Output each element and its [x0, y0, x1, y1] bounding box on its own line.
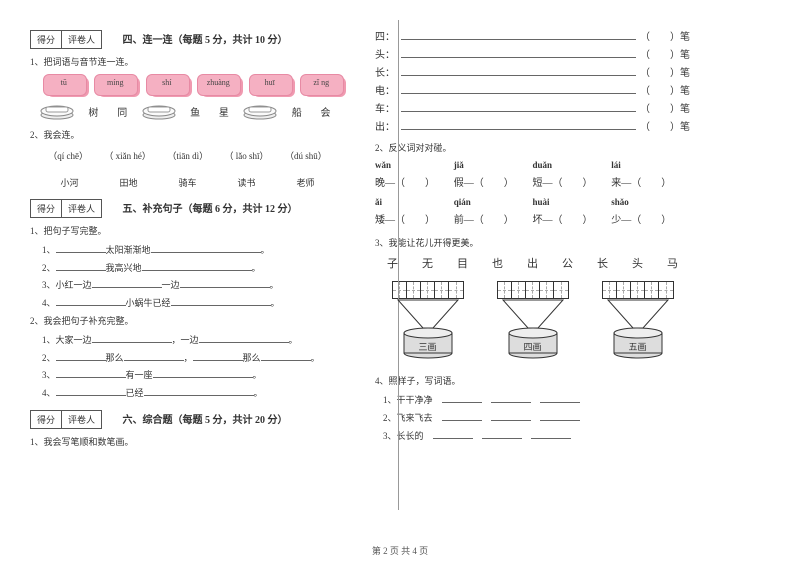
right-column: 四：（ ）笔 头：（ ）笔 长：（ ）笔 电：（ ）笔 车：（ ）笔 出：（ ）…: [360, 0, 720, 565]
section-4-header: 得分 评卷人 四、连一连（每题 5 分，共计 10 分）: [30, 30, 345, 49]
flower-3: 五画: [602, 281, 674, 362]
char-row: 子 无 目 也 出 公 长 头 马: [375, 255, 690, 271]
s4-q1: 1、把词语与音节连一连。: [30, 55, 345, 68]
stroke-row: 电：（ ）笔: [375, 82, 690, 97]
ex-1: 1、干干净净: [383, 393, 690, 406]
stroke-row: 四：（ ）笔: [375, 28, 690, 43]
pillow-1: tū: [43, 74, 85, 96]
score-box-6: 得分 评卷人: [30, 410, 102, 429]
score-label: 得分: [31, 31, 62, 48]
word-row: 小河 田地 骑车 读书 老师: [40, 176, 335, 189]
ex-2: 2、飞来飞去: [383, 411, 690, 424]
score-box-5: 得分 评卷人: [30, 199, 102, 218]
stroke-row: 车：（ ）笔: [375, 100, 690, 115]
s4-q2: 2、我会连。: [30, 128, 345, 141]
anto-text-row: 晚—（ ） 假—（ ） 短—（ ） 来—（ ）: [375, 174, 690, 189]
anto-text-row-2: 矮—（ ） 前—（ ） 坏—（ ） 少—（ ）: [375, 211, 690, 226]
stroke-row: 头：（ ）笔: [375, 46, 690, 61]
left-column: 得分 评卷人 四、连一连（每题 5 分，共计 10 分） 1、把词语与音节连一连…: [0, 0, 360, 565]
funnel-icon: [502, 299, 564, 329]
pillow-2: míng: [94, 74, 136, 96]
s5-l1: 1、太阳渐渐地。: [42, 243, 345, 258]
stroke-row: 长：（ ）笔: [375, 64, 690, 79]
s5b-l3: 3、有一座。: [42, 368, 345, 383]
grid-icon: [497, 281, 569, 299]
stroke-row: 出：（ ）笔: [375, 118, 690, 133]
funnel-icon: [397, 299, 459, 329]
s5-l3: 3、小红一边一边。: [42, 278, 345, 293]
s5-q2: 2、我会把句子补充完整。: [30, 314, 345, 327]
section-6-title: 六、综合题（每题 5 分，共计 20 分）: [123, 411, 288, 426]
cylinder-icon: 四画: [508, 327, 558, 362]
bed-char-6: 会: [316, 104, 335, 119]
grid-icon: [602, 281, 674, 299]
s5b-l2: 2、那么，那么。: [42, 351, 345, 366]
grid-icon: [392, 281, 464, 299]
section-6-header: 得分 评卷人 六、综合题（每题 5 分，共计 20 分）: [30, 410, 345, 429]
pillow-4: zhuàng: [197, 74, 239, 96]
page-footer: 第 2 页 共 4 页: [0, 544, 800, 557]
flower-1: 三画: [392, 281, 464, 362]
s5-l2: 2、我高兴地。: [42, 261, 345, 276]
section-4-title: 四、连一连（每题 5 分，共计 10 分）: [123, 31, 288, 46]
bed-char-3: 鱼: [186, 104, 205, 119]
flower-row: 三画 四画 五画: [375, 281, 690, 362]
bed-char-2: 同: [113, 104, 132, 119]
ex-3: 3、长长的: [383, 429, 690, 442]
bed-icon: [243, 102, 277, 120]
column-divider: [398, 20, 399, 510]
bed-row: 树 同 鱼 星 船 会: [40, 102, 335, 120]
s5-l4: 4、小蜗牛已经。: [42, 296, 345, 311]
pinyin-row: （qí chē） （ xiǎn hé） （tiān dì） （ lǎo shī）…: [40, 149, 335, 162]
bed-char-4: 星: [214, 104, 233, 119]
r-q3: 3、我能让花儿开得更美。: [375, 236, 690, 249]
s5-q1: 1、把句子写完整。: [30, 224, 345, 237]
pillow-6: zǐ ng: [300, 74, 342, 96]
cylinder-icon: 三画: [403, 327, 453, 362]
s5b-l4: 4、已经。: [42, 386, 345, 401]
score-box-4: 得分 评卷人: [30, 30, 102, 49]
s5b-l1: 1、大家一边，一边。: [42, 333, 345, 348]
pillow-row: tū míng shí zhuàng huī zǐ ng: [40, 74, 345, 96]
reviewer-label: 评卷人: [62, 31, 101, 48]
cylinder-icon: 五画: [613, 327, 663, 362]
section-5-header: 得分 评卷人 五、补充句子（每题 6 分，共计 12 分）: [30, 199, 345, 218]
section-5-title: 五、补充句子（每题 6 分，共计 12 分）: [123, 200, 298, 215]
s6-q1: 1、我会写笔顺和数笔画。: [30, 435, 345, 448]
funnel-icon: [607, 299, 669, 329]
bed-char-1: 树: [84, 104, 103, 119]
anto-pinyin-row: wǎn jiǎ duǎn lái: [375, 160, 690, 170]
bed-char-5: 船: [287, 104, 306, 119]
r-q2: 2、反义词对对碰。: [375, 141, 690, 154]
bed-icon: [142, 102, 176, 120]
pillow-5: huī: [249, 74, 291, 96]
pillow-3: shí: [146, 74, 188, 96]
r-q4: 4、照样子，写词语。: [375, 374, 690, 387]
anto-pinyin-row-2: ǎi qián huài shǎo: [375, 197, 690, 207]
bed-icon: [40, 102, 74, 120]
flower-2: 四画: [497, 281, 569, 362]
